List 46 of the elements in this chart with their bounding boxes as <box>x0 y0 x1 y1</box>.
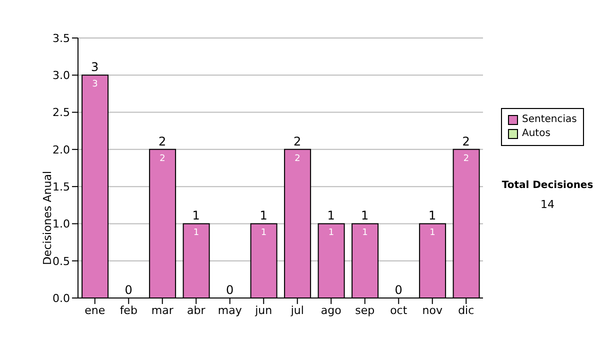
x-tick-label: may <box>218 304 242 317</box>
x-tick-label: oct <box>390 304 408 317</box>
data-label: 1 <box>362 228 368 238</box>
x-tick-label: nov <box>422 304 443 317</box>
x-tick-label: dic <box>458 304 474 317</box>
y-axis-title: Decisiones Anual <box>40 170 54 266</box>
legend-label: Autos <box>522 127 550 141</box>
y-tick-label: 2.0 <box>52 143 70 156</box>
legend-label: Sentencias <box>522 113 577 127</box>
x-tick-label: ene <box>84 304 106 317</box>
total-label: 1 <box>192 208 200 223</box>
x-tick-label: sep <box>355 304 375 317</box>
y-tick-label: 3.5 <box>52 32 70 45</box>
y-tick-label: 1.0 <box>52 218 70 231</box>
x-tick-label: ago <box>320 304 342 317</box>
x-tick-label: feb <box>120 304 138 317</box>
data-label: 1 <box>193 228 200 238</box>
x-tick-label: abr <box>187 304 206 317</box>
y-tick-label: 1.5 <box>52 180 70 194</box>
data-label: 3 <box>92 80 98 90</box>
data-label: 1 <box>430 228 436 238</box>
y-tick-label: 2.5 <box>52 106 70 120</box>
text: 14 <box>540 198 556 211</box>
total-label: 3 <box>91 60 99 74</box>
total-label: 1 <box>361 208 369 223</box>
data-label: 2 <box>294 154 300 164</box>
text: Total Decisiones <box>500 180 594 191</box>
data-label: 2 <box>463 154 470 164</box>
total-label: 2 <box>462 134 470 148</box>
total-label: 0 <box>226 283 234 297</box>
total-label: 1 <box>327 208 335 223</box>
data-label: 1 <box>328 228 334 238</box>
x-tick-label: mar <box>151 304 174 317</box>
data-label: 2 <box>160 154 166 164</box>
total-label: 0 <box>394 283 402 297</box>
x-tick-label: jul <box>290 304 304 317</box>
data-label: 1 <box>260 228 267 238</box>
total-label: 1 <box>260 208 268 223</box>
total-label: 2 <box>294 134 302 148</box>
total-label: 0 <box>124 283 132 297</box>
y-tick-label: 0.0 <box>52 292 70 305</box>
total-label: 1 <box>428 208 436 223</box>
total-label: 2 <box>158 134 166 148</box>
x-tick-label: jun <box>254 304 272 317</box>
y-tick-label: 3.0 <box>52 69 70 82</box>
y-tick-label: 0.5 <box>52 254 70 268</box>
